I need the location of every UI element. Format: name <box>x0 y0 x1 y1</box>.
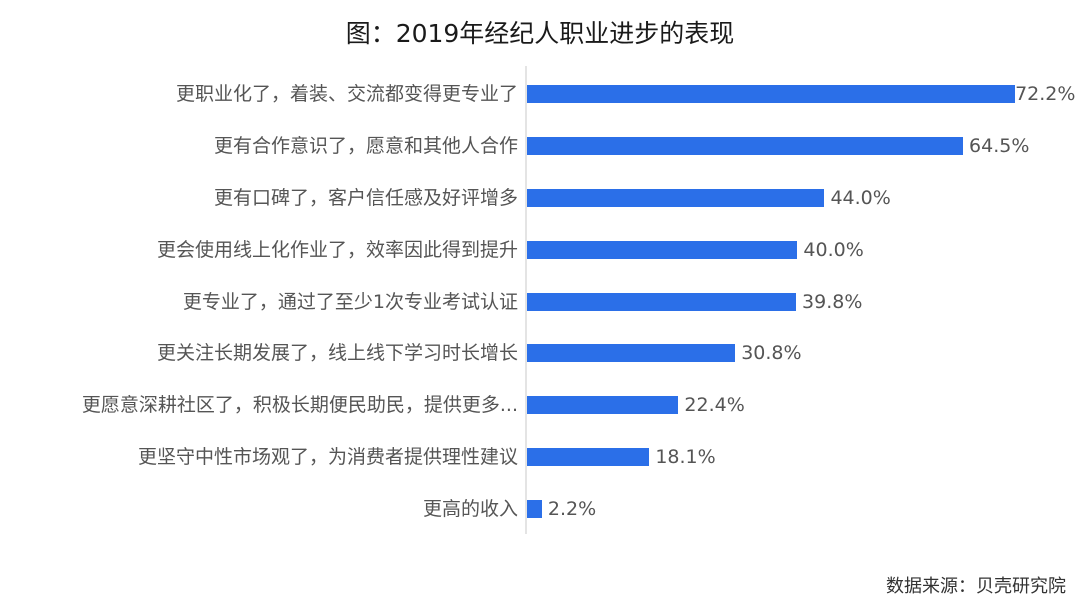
category-label: 更专业了，通过了至少1次专业考试认证 <box>182 291 518 313</box>
value-label: 64.5% <box>969 135 1030 157</box>
bar <box>527 293 797 311</box>
value-label: 22.4% <box>684 394 745 416</box>
value-label: 40.0% <box>803 239 864 261</box>
bar <box>527 396 679 414</box>
data-source-note: 数据来源：贝壳研究院 <box>886 576 1066 597</box>
chart-title: 图：2019年经纪人职业进步的表现 <box>345 19 735 48</box>
bar-row: 更有口碑了，客户信任感及好评增多 44.0% <box>0 185 1080 211</box>
value-label: 18.1% <box>655 446 716 468</box>
value-label: 39.8% <box>802 291 863 313</box>
value-label: 30.8% <box>741 342 802 364</box>
bar-row: 更坚守中性市场观了，为消费者提供理性建议 18.1% <box>0 444 1080 470</box>
bar-row: 更愿意深耕社区了，积极长期便民助民，提供更多... 22.4% <box>0 392 1080 418</box>
bar <box>527 344 736 362</box>
category-label: 更会使用线上化作业了，效率因此得到提升 <box>156 239 518 261</box>
bar-row: 更专业了，通过了至少1次专业考试认证 39.8% <box>0 289 1080 315</box>
value-label: 72.2% <box>1015 83 1076 105</box>
category-label: 更有口碑了，客户信任感及好评增多 <box>213 187 518 209</box>
category-label: 更职业化了，着装、交流都变得更专业了 <box>175 83 518 105</box>
bar-row: 更职业化了，着装、交流都变得更专业了 72.2% <box>0 81 1080 107</box>
y-axis-line <box>525 66 527 534</box>
category-label: 更关注长期发展了，线上线下学习时长增长 <box>156 342 518 364</box>
bar-row: 更高的收入 2.2% <box>0 496 1080 522</box>
bar <box>527 500 542 518</box>
bar <box>527 448 650 466</box>
category-label: 更有合作意识了，愿意和其他人合作 <box>213 135 518 157</box>
category-label: 更高的收入 <box>422 498 518 520</box>
category-label: 更愿意深耕社区了，积极长期便民助民，提供更多... <box>81 394 518 416</box>
bar <box>527 241 798 259</box>
bar <box>527 137 964 155</box>
bar <box>527 189 825 207</box>
bar-row: 更有合作意识了，愿意和其他人合作 64.5% <box>0 133 1080 159</box>
bar-row: 更会使用线上化作业了，效率因此得到提升 40.0% <box>0 237 1080 263</box>
category-label: 更坚守中性市场观了，为消费者提供理性建议 <box>137 446 518 468</box>
bar <box>527 85 1016 103</box>
bar-row: 更关注长期发展了，线上线下学习时长增长 30.8% <box>0 340 1080 366</box>
value-label: 44.0% <box>830 187 891 209</box>
value-label: 2.2% <box>547 498 597 520</box>
